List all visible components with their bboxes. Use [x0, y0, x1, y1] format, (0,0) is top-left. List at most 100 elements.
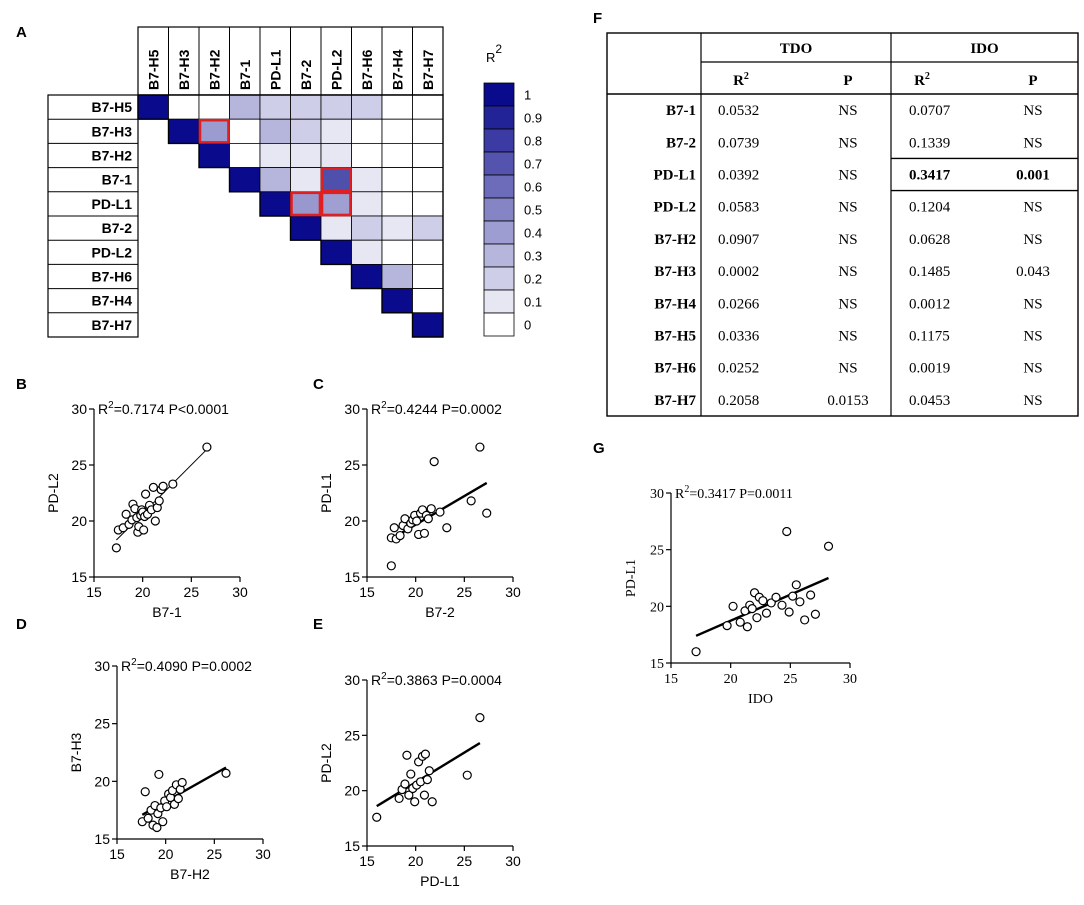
table-row-label: B7-H4	[654, 296, 696, 312]
y-tick-label: 20	[71, 513, 87, 529]
table-cell-ido-p: NS	[1023, 103, 1042, 119]
table-cell-ido-r2: 0.3417	[909, 168, 951, 184]
heatmap-cell	[168, 118, 200, 144]
data-point	[386, 561, 396, 571]
x-tick-label: 30	[505, 853, 521, 869]
highlight-box	[320, 167, 352, 193]
table-cell-ido-r2: 0.0628	[909, 232, 950, 248]
x-tick-label: 25	[783, 672, 797, 687]
heatmap-cell	[412, 118, 444, 144]
data-point	[412, 516, 422, 526]
data-point	[810, 609, 820, 619]
colorbar-tick-label: 0.5	[524, 203, 542, 218]
heatmap-cell	[259, 94, 291, 120]
heatmap-cell	[381, 263, 413, 289]
table-cell-ido-p: NS	[1023, 200, 1042, 216]
table-row-label: B7-1	[666, 103, 696, 119]
data-point	[372, 812, 382, 822]
data-point	[482, 508, 492, 518]
table-cell-ido-p: NS	[1023, 296, 1042, 312]
table-row-label: PD-L2	[654, 200, 697, 216]
x-tick-label: 30	[505, 584, 521, 600]
regression-line	[695, 576, 829, 637]
table-col-header-r2: R2	[733, 71, 749, 89]
heatmap-cell	[290, 191, 322, 217]
colorbar-tick-label: 0.4	[524, 226, 542, 241]
col-label: B7-H4	[389, 49, 405, 90]
table-col-header-p: P	[843, 73, 852, 89]
heatmap-cell	[290, 142, 322, 168]
panel-letter-c: C	[313, 376, 324, 393]
y-tick-label: 30	[344, 672, 360, 688]
heatmap-cell	[259, 191, 291, 217]
table-cell-tdo-p: NS	[838, 264, 857, 280]
y-tick-label: 25	[344, 727, 360, 743]
x-axis-label: PD-L1	[420, 873, 460, 889]
colorbar-tick-label: 0.3	[524, 249, 542, 264]
heatmap-cell	[381, 94, 413, 120]
table-cell-tdo-r2: 0.0392	[718, 168, 759, 184]
x-tick-label: 20	[408, 853, 424, 869]
data-point	[462, 770, 472, 780]
colorbar-swatch	[483, 289, 515, 314]
heatmap-cell	[412, 312, 444, 338]
x-tick-label: 15	[109, 846, 125, 862]
heatmap-cell	[351, 263, 383, 289]
data-point	[422, 774, 432, 785]
table-row-label: PD-L1	[654, 168, 697, 184]
table-cell-ido-r2: 0.1485	[909, 264, 950, 280]
correlation-heatmap: B7-H5 B7-H3 B7-H2 B7-1 PD-L1 B7-2 PD-L2 B7-H6 B7…	[47, 26, 444, 338]
col-label: PD-L1	[267, 49, 283, 90]
table-cell-ido-r2: 0.0453	[909, 393, 950, 409]
x-tick-label: 30	[232, 584, 248, 600]
col-label: PD-L2	[328, 49, 344, 90]
data-point	[150, 516, 160, 526]
heatmap-cell	[412, 215, 444, 241]
panel-letter-b: B	[16, 376, 27, 393]
data-point	[782, 526, 792, 537]
table-col-header-r2: R2	[914, 71, 930, 89]
data-point	[168, 479, 178, 489]
table-cell-tdo-r2: 0.0266	[718, 296, 760, 312]
y-axis-label: PD-L2	[45, 473, 61, 513]
data-point	[771, 592, 781, 602]
colorbar-swatch	[483, 266, 515, 291]
row-label: B7-H5	[92, 99, 133, 115]
col-label: B7-H5	[145, 49, 161, 90]
y-tick-label: 20	[344, 513, 360, 529]
table-cell-tdo-p: NS	[838, 329, 857, 345]
heatmap-cell	[290, 167, 322, 193]
row-label: B7-H3	[92, 123, 133, 139]
y-tick-label: 30	[650, 487, 664, 502]
stat-annotation: R2=0.3417 P=0.0011	[675, 484, 793, 502]
table-group-ido: IDO	[970, 41, 998, 57]
data-point	[177, 777, 187, 788]
scatter-plots: 15 20 25 30 15 20 25 30 B7-1 PD-L2 R2=0.7174 P<0.0…	[45, 400, 857, 889]
scatter-panel-c: 15 20 25 30 15 20 25 30 B7-2 PD-L1 R2=0.4244 P=0.0…	[318, 400, 521, 620]
heatmap-cell	[320, 94, 352, 120]
data-point	[111, 543, 121, 553]
col-label: B7-2	[298, 59, 314, 90]
row-label: B7-H2	[92, 148, 133, 164]
x-axis-label: B7-2	[425, 604, 455, 620]
table-cell-ido-p: NS	[1023, 329, 1042, 345]
table-cell-tdo-r2: 0.0336	[718, 329, 760, 345]
y-tick-label: 15	[344, 569, 360, 585]
table-cell-tdo-r2: 0.0002	[718, 264, 759, 280]
data-point	[140, 489, 151, 499]
table-cell-ido-p: 0.001	[1016, 168, 1050, 184]
heatmap-cell	[412, 263, 444, 289]
data-point	[410, 797, 420, 807]
data-point	[728, 601, 738, 611]
table-cell-tdo-p: NS	[838, 168, 857, 184]
x-tick-label: 30	[843, 672, 857, 687]
x-tick-label: 25	[184, 584, 200, 600]
y-tick-label: 25	[650, 544, 664, 559]
data-point	[420, 749, 430, 759]
table-cell-ido-r2: 0.0707	[909, 103, 951, 119]
colorbar-swatch	[483, 128, 515, 153]
stat-annotation: R2=0.7174 P<0.0001	[98, 400, 229, 417]
data-point	[791, 580, 801, 590]
y-tick-label: 30	[94, 658, 110, 674]
table-cell-tdo-p: NS	[838, 361, 857, 377]
